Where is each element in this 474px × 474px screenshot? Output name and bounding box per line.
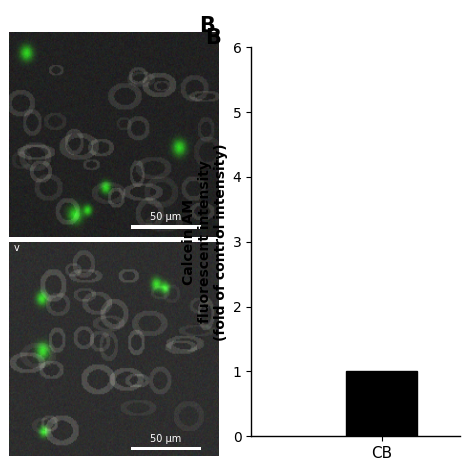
Text: 50 μm: 50 μm — [150, 434, 182, 444]
Bar — [131, 447, 201, 450]
Text: B: B — [205, 28, 221, 48]
Text: B: B — [199, 16, 215, 36]
Text: v: v — [13, 243, 19, 253]
Bar — [346, 371, 418, 436]
Bar — [131, 225, 201, 228]
Y-axis label: Calcein AM
fluorescent intensity
(fold of control intensity): Calcein AM fluorescent intensity (fold o… — [182, 143, 228, 340]
Text: 50 μm: 50 μm — [150, 211, 182, 222]
